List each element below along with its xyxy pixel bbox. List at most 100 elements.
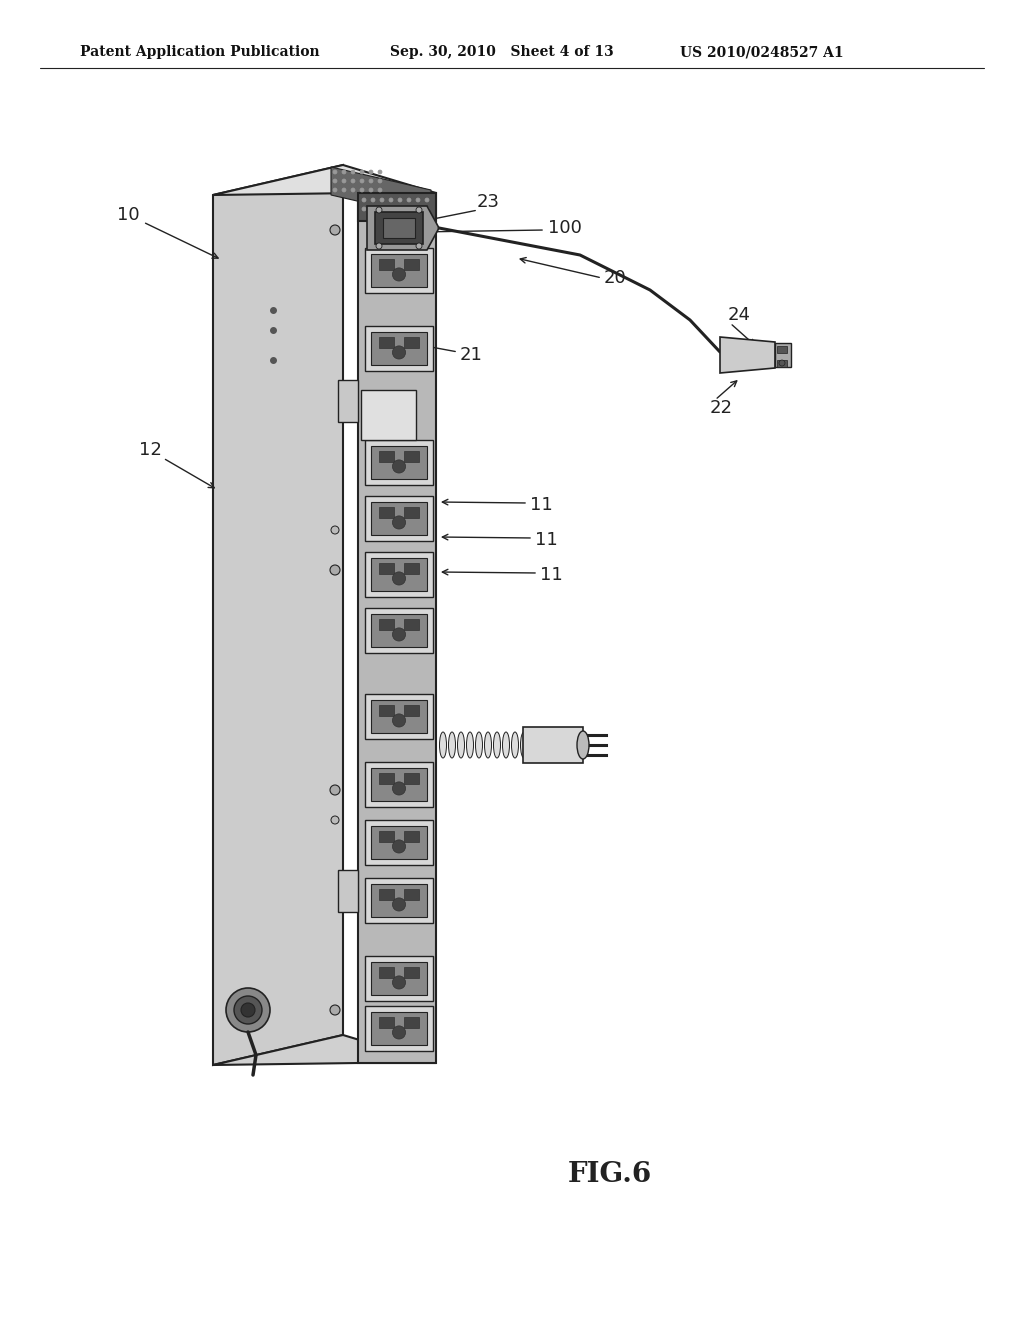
Polygon shape [213, 165, 343, 1065]
Bar [371, 884, 427, 917]
Ellipse shape [226, 987, 270, 1032]
Ellipse shape [484, 733, 492, 758]
Circle shape [392, 781, 406, 795]
Circle shape [342, 180, 346, 183]
Bar [361, 389, 416, 440]
Circle shape [392, 459, 406, 473]
Bar [371, 700, 427, 733]
Text: Patent Application Publication: Patent Application Publication [80, 45, 319, 59]
Circle shape [371, 207, 375, 211]
Text: 22: 22 [710, 399, 733, 417]
Text: 11: 11 [540, 566, 563, 583]
Circle shape [342, 187, 346, 191]
Circle shape [392, 1026, 406, 1039]
Bar [379, 507, 394, 517]
Circle shape [376, 243, 382, 249]
Ellipse shape [439, 733, 446, 758]
Circle shape [416, 207, 422, 213]
Circle shape [378, 187, 382, 191]
Text: FIG.6: FIG.6 [568, 1162, 652, 1188]
Circle shape [398, 207, 402, 211]
Polygon shape [213, 1035, 436, 1065]
Circle shape [392, 572, 406, 585]
Polygon shape [331, 168, 431, 218]
Polygon shape [358, 193, 436, 220]
Bar [775, 343, 791, 367]
Ellipse shape [234, 997, 262, 1024]
Text: 11: 11 [535, 531, 558, 549]
Text: 24: 24 [728, 306, 751, 323]
Bar [365, 694, 433, 739]
Bar [371, 962, 427, 995]
Circle shape [398, 198, 402, 202]
Circle shape [392, 346, 406, 359]
Polygon shape [358, 193, 436, 1063]
Ellipse shape [458, 733, 465, 758]
Bar [403, 774, 420, 784]
Bar [379, 337, 394, 347]
Bar [523, 727, 583, 763]
Bar [338, 870, 358, 912]
Ellipse shape [494, 733, 501, 758]
Circle shape [342, 170, 346, 174]
Bar [338, 380, 358, 422]
Circle shape [330, 224, 340, 235]
Circle shape [360, 180, 364, 183]
Bar [365, 552, 433, 597]
Circle shape [378, 170, 382, 174]
Bar [403, 337, 420, 347]
Bar [379, 888, 394, 899]
Bar [403, 888, 420, 899]
Circle shape [416, 198, 420, 202]
Circle shape [351, 170, 355, 174]
Bar [371, 502, 427, 535]
Text: 20: 20 [604, 269, 627, 286]
Bar [379, 562, 394, 573]
Circle shape [330, 565, 340, 576]
Bar [403, 259, 420, 269]
Circle shape [369, 170, 373, 174]
Text: 21: 21 [460, 346, 483, 364]
Bar [371, 1012, 427, 1045]
Ellipse shape [512, 733, 518, 758]
Bar [403, 968, 420, 978]
Bar [403, 507, 420, 517]
Circle shape [330, 1005, 340, 1015]
Circle shape [392, 628, 406, 642]
Ellipse shape [475, 733, 482, 758]
Circle shape [378, 180, 382, 183]
Bar [379, 619, 394, 630]
Circle shape [331, 525, 339, 535]
Circle shape [360, 170, 364, 174]
Circle shape [389, 198, 393, 202]
Bar [371, 614, 427, 647]
Bar [379, 968, 394, 978]
Polygon shape [720, 337, 775, 374]
Bar [379, 451, 394, 462]
Bar [371, 768, 427, 801]
Bar [365, 609, 433, 653]
Circle shape [392, 840, 406, 853]
Circle shape [333, 180, 337, 183]
Bar [365, 440, 433, 484]
Bar [371, 826, 427, 859]
Circle shape [407, 207, 411, 211]
Bar [365, 820, 433, 865]
Circle shape [389, 207, 393, 211]
Circle shape [333, 170, 337, 174]
Bar [403, 832, 420, 842]
Bar [383, 218, 415, 238]
Bar [365, 762, 433, 807]
Bar [403, 1016, 420, 1027]
Bar [365, 1006, 433, 1051]
Circle shape [333, 187, 337, 191]
Bar [403, 451, 420, 462]
Polygon shape [367, 206, 439, 249]
Bar [371, 558, 427, 591]
Bar [403, 562, 420, 573]
Bar [379, 705, 394, 715]
Ellipse shape [449, 733, 456, 758]
Bar [375, 213, 423, 244]
Text: 100: 100 [548, 219, 582, 238]
Circle shape [392, 268, 406, 281]
